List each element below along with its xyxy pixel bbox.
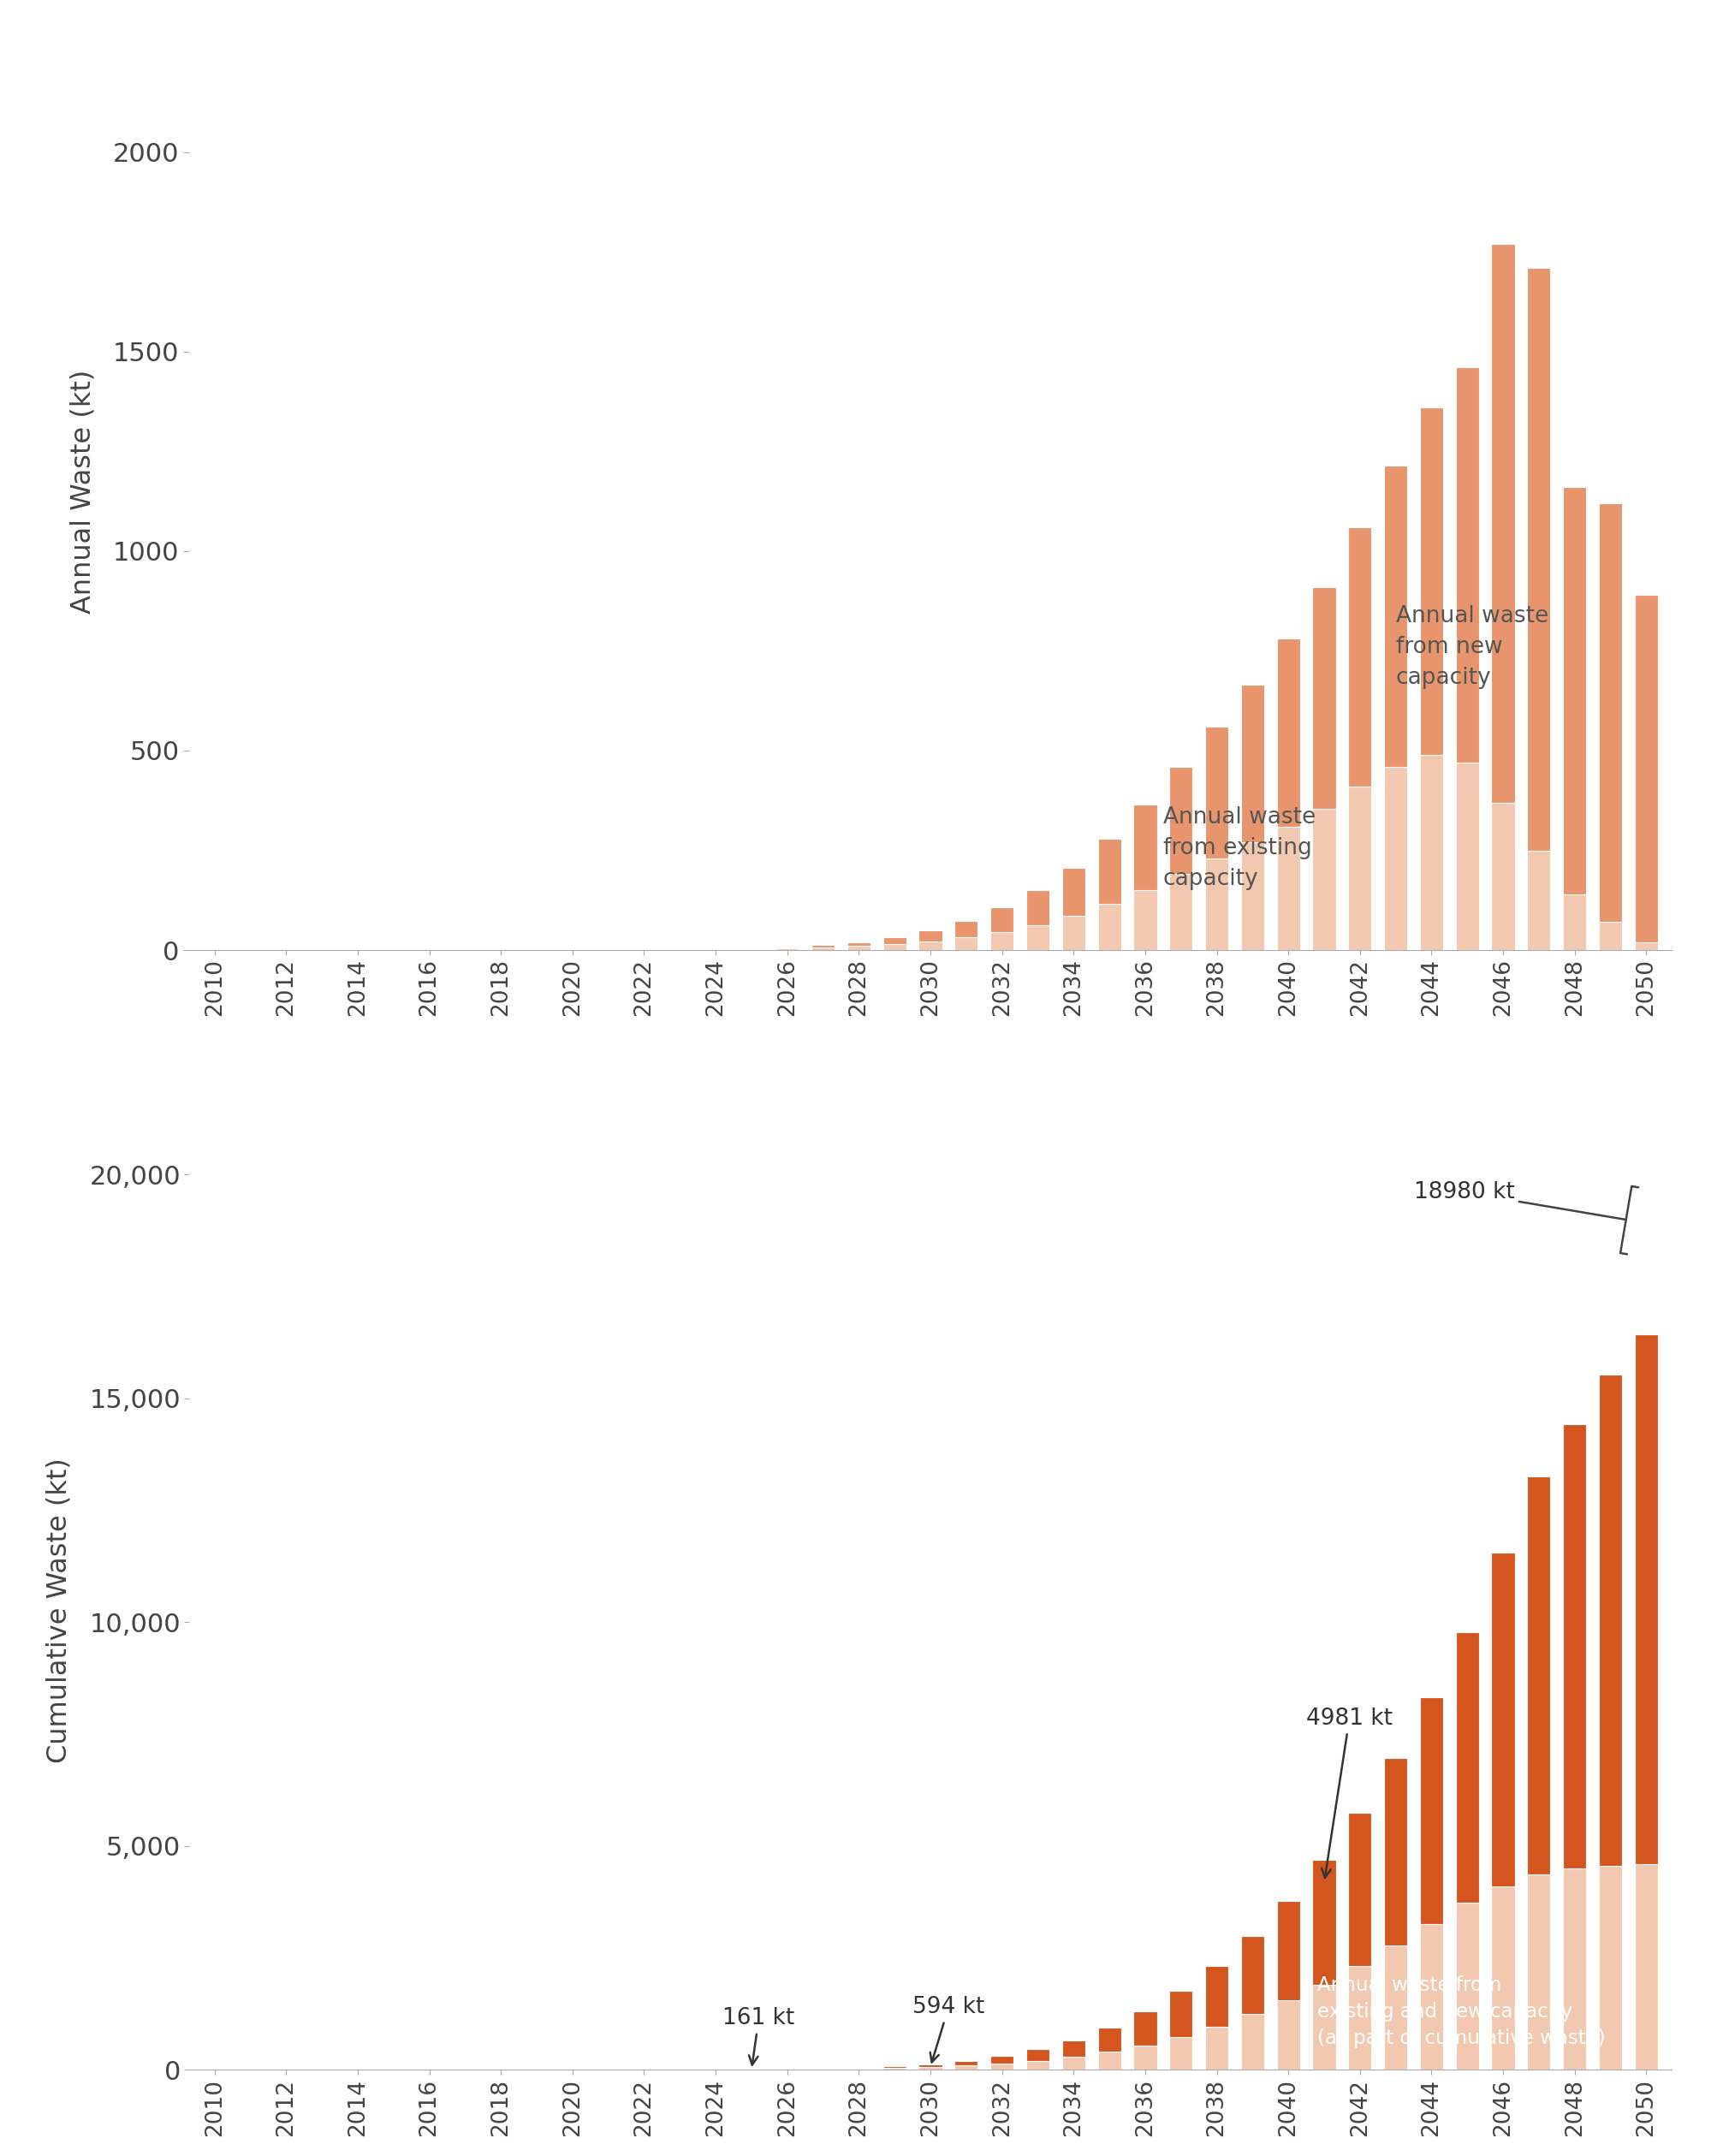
Bar <box>1492 802 1515 951</box>
Bar <box>1349 1813 1372 1966</box>
Bar <box>1134 804 1156 890</box>
Bar <box>1527 849 1551 951</box>
Bar <box>1170 875 1192 951</box>
Bar <box>1563 1425 1587 1869</box>
Bar <box>1061 2057 1085 2070</box>
Bar <box>1313 808 1335 951</box>
Bar <box>1170 768 1192 875</box>
Bar <box>1027 925 1049 951</box>
Y-axis label: Cumulative Waste (kt): Cumulative Waste (kt) <box>47 1457 72 1764</box>
Bar <box>882 938 906 944</box>
Bar <box>1313 586 1335 808</box>
Bar <box>848 942 870 946</box>
Y-axis label: Annual Waste (kt): Annual Waste (kt) <box>71 369 96 612</box>
Bar <box>1277 638 1299 826</box>
Bar <box>1527 267 1551 849</box>
Bar <box>1134 2012 1156 2046</box>
Bar <box>882 944 906 951</box>
Bar <box>1384 1759 1408 1945</box>
Bar <box>955 921 979 938</box>
Bar <box>1204 727 1228 858</box>
Bar <box>1563 487 1587 895</box>
Bar <box>1313 1984 1335 2070</box>
Bar <box>1241 2014 1265 2070</box>
Bar <box>1277 826 1299 951</box>
Bar <box>1349 1966 1372 2070</box>
Text: Annual waste
from new
capacity: Annual waste from new capacity <box>1396 606 1549 688</box>
Bar <box>1492 244 1515 802</box>
Bar <box>1098 903 1122 951</box>
Bar <box>1170 2037 1192 2070</box>
Bar <box>1492 1552 1515 1886</box>
Bar <box>1204 858 1228 951</box>
Bar <box>812 944 834 949</box>
Text: 161 kt: 161 kt <box>724 2007 794 2065</box>
Bar <box>1456 367 1478 763</box>
Bar <box>1384 466 1408 768</box>
Bar <box>1277 2001 1299 2070</box>
Bar <box>1204 1966 1228 2027</box>
Bar <box>1635 1335 1658 1865</box>
Text: Annual waste
from existing
capacity: Annual waste from existing capacity <box>1163 806 1316 890</box>
Bar <box>1061 916 1085 951</box>
Bar <box>955 2065 979 2070</box>
Bar <box>1420 1697 1444 1923</box>
Bar <box>1241 843 1265 951</box>
Bar <box>1456 1902 1478 2070</box>
Bar <box>1456 763 1478 951</box>
Bar <box>1384 768 1408 951</box>
Bar <box>991 931 1013 951</box>
Bar <box>1599 1865 1621 2070</box>
Bar <box>1170 1990 1192 2037</box>
Bar <box>918 942 942 951</box>
Bar <box>1492 1886 1515 2070</box>
Bar <box>1599 1373 1621 1865</box>
Text: 4981 kt: 4981 kt <box>1306 1708 1392 1878</box>
Bar <box>1635 1865 1658 2070</box>
Bar <box>1384 1945 1408 2070</box>
Bar <box>1527 1477 1551 1876</box>
Bar <box>1098 2027 1122 2053</box>
Bar <box>918 2068 942 2070</box>
Bar <box>918 2063 942 2068</box>
Bar <box>991 2057 1013 2063</box>
Bar <box>1098 839 1122 903</box>
Bar <box>1277 1902 1299 2001</box>
Bar <box>1349 526 1372 787</box>
Bar <box>1635 942 1658 951</box>
Bar <box>1599 502 1621 923</box>
Bar <box>1027 890 1049 925</box>
Bar <box>1027 2050 1049 2061</box>
Bar <box>991 2063 1013 2070</box>
Bar <box>1061 2040 1085 2057</box>
Bar <box>1061 869 1085 916</box>
Bar <box>1134 890 1156 951</box>
Bar <box>955 938 979 951</box>
Text: Annual waste from
existing and new capacity
(as part of cumulative waste): Annual waste from existing and new capac… <box>1316 1975 1606 2048</box>
Bar <box>1563 895 1587 951</box>
Bar <box>1134 2046 1156 2070</box>
Bar <box>1420 1923 1444 2070</box>
Bar <box>1313 1861 1335 1984</box>
Bar <box>991 908 1013 931</box>
Bar <box>955 2061 979 2065</box>
Text: 18980 kt: 18980 kt <box>1413 1181 1639 1255</box>
Bar <box>1456 1632 1478 1902</box>
Bar <box>1241 1936 1265 2014</box>
Bar <box>1349 787 1372 951</box>
Bar <box>1027 2061 1049 2070</box>
Bar <box>1420 407 1444 755</box>
Bar <box>1635 595 1658 942</box>
Bar <box>1527 1876 1551 2070</box>
Bar <box>1204 2027 1228 2070</box>
Bar <box>848 946 870 951</box>
Text: 594 kt: 594 kt <box>913 1996 984 2063</box>
Bar <box>1098 2053 1122 2070</box>
Bar <box>1420 755 1444 951</box>
Bar <box>1241 686 1265 843</box>
Bar <box>1599 923 1621 951</box>
Bar <box>812 949 834 951</box>
Bar <box>918 929 942 942</box>
Bar <box>1563 1869 1587 2070</box>
